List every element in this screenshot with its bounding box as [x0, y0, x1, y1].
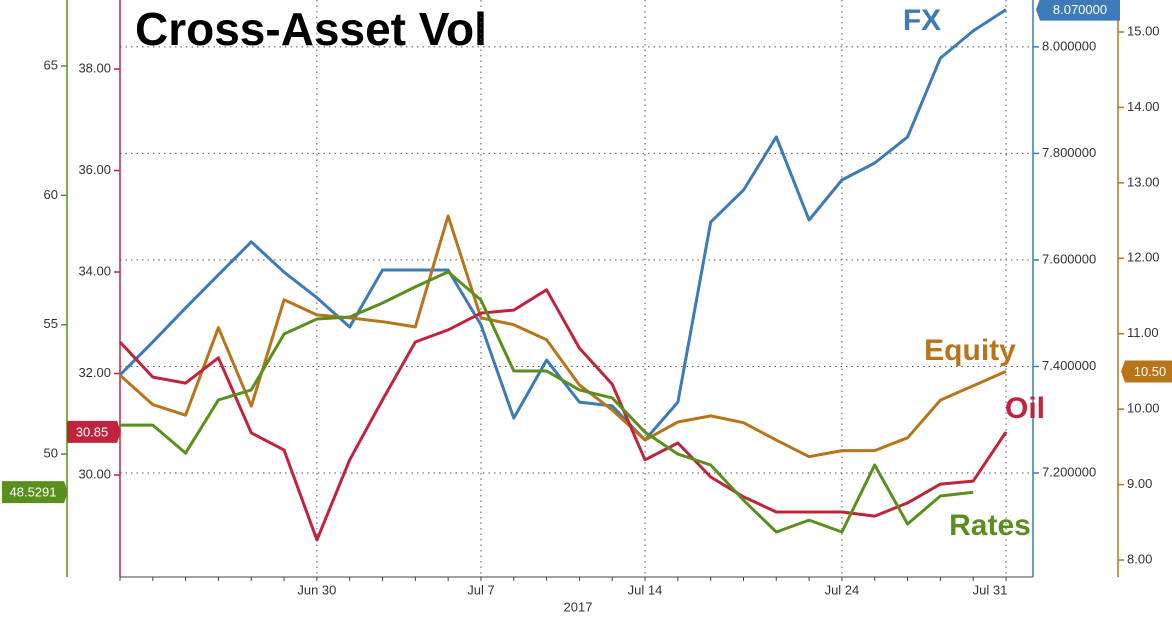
x-tick-label: Jul 31 — [973, 582, 1008, 597]
series-label: FX — [903, 4, 941, 37]
y-tick-label: 60 — [44, 187, 58, 202]
value-badge-box — [1036, 0, 1120, 21]
y-tick-label: 8.000000 — [1042, 38, 1096, 53]
value-label: 48.5291 — [10, 485, 57, 500]
y-tick-label: 7.600000 — [1042, 251, 1096, 266]
value-label: 10.50 — [1134, 364, 1167, 379]
series-label: Oil — [1005, 392, 1045, 425]
x-tick-label: Jul 14 — [628, 582, 663, 597]
y-tick-label: 38.00 — [78, 60, 111, 75]
y-tick-label: 7.200000 — [1042, 464, 1096, 479]
y-tick-label: 55 — [44, 316, 58, 331]
value-label: 30.85 — [76, 424, 109, 439]
value-badge-box — [1121, 360, 1172, 383]
series-line — [120, 270, 974, 534]
y-tick-label: 7.400000 — [1042, 358, 1096, 373]
value-badge: 30.85 — [67, 420, 121, 443]
y-tick-label: 14.00 — [1127, 99, 1160, 114]
series-label: Equity — [924, 334, 1016, 367]
x-axis-label: 2017 — [564, 599, 593, 614]
series-line — [118, 288, 1008, 542]
value-badge: 8.070000 — [1036, 0, 1120, 21]
series-line — [118, 214, 1007, 459]
y-tick-label: 7.800000 — [1042, 145, 1096, 160]
value-label: 8.070000 — [1053, 2, 1107, 17]
y-tick-label: 11.00 — [1127, 325, 1159, 340]
series-label: Rates — [949, 509, 1031, 542]
y-tick-label: 34.00 — [78, 263, 111, 278]
value-badge: 48.5291 — [2, 481, 68, 504]
y-tick-label: 12.00 — [1127, 250, 1160, 265]
y-tick-label: 30.00 — [78, 466, 111, 481]
y-tick-label: 13.00 — [1127, 174, 1160, 189]
y-tick-label: 36.00 — [78, 162, 111, 177]
y-tick-label: 9.00 — [1127, 476, 1152, 491]
x-tick-label: Jul 24 — [825, 582, 860, 597]
y-tick-label: 15.00 — [1127, 23, 1160, 38]
y-tick-label: 8.00 — [1127, 551, 1152, 566]
value-badge-box — [67, 420, 121, 443]
series-line — [118, 8, 1007, 442]
y-tick-label: 32.00 — [78, 365, 111, 380]
x-tick-label: Jul 7 — [467, 582, 494, 597]
y-tick-label: 65 — [44, 57, 58, 72]
value-badge: 10.50 — [1121, 360, 1172, 383]
value-badge-box — [2, 481, 68, 504]
x-tick-label: Jun 30 — [297, 582, 336, 597]
y-tick-label: 10.00 — [1127, 401, 1160, 416]
y-tick-label: 50 — [44, 446, 58, 461]
